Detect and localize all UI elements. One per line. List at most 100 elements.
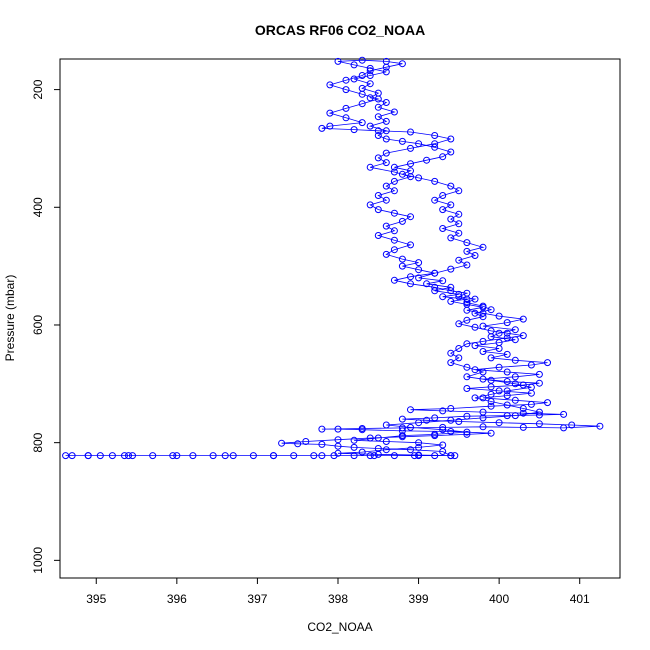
data-point — [519, 381, 527, 389]
data-point — [169, 452, 177, 460]
data-point — [366, 94, 374, 102]
data-point — [358, 100, 366, 108]
x-tick-label: 398 — [328, 592, 348, 606]
data-point — [487, 306, 495, 314]
x-axis: 395 396 397 398 399 400 401 — [86, 577, 590, 606]
data-point — [382, 250, 390, 258]
data-point — [62, 452, 70, 460]
data-point — [374, 206, 382, 214]
data-point — [415, 274, 423, 282]
data-point — [447, 265, 455, 273]
data-point — [455, 293, 463, 301]
data-point — [374, 95, 382, 103]
data-point — [463, 299, 471, 307]
data-point — [487, 429, 495, 437]
data-point — [487, 390, 495, 398]
data-point — [495, 387, 503, 395]
data-point — [503, 334, 511, 342]
x-tick-label: 396 — [167, 592, 187, 606]
data-point — [350, 443, 358, 451]
data-point — [439, 423, 447, 431]
data-point — [382, 63, 390, 71]
data-point — [447, 135, 455, 143]
data-point — [209, 452, 217, 460]
data-point — [350, 61, 358, 69]
data-point — [503, 412, 511, 420]
data-point — [390, 168, 398, 176]
data-point — [447, 148, 455, 156]
data-point — [463, 412, 471, 420]
data-point — [519, 405, 527, 412]
data-point — [495, 363, 503, 371]
data-point — [84, 452, 92, 460]
data-point — [560, 424, 568, 432]
data-point — [519, 315, 527, 323]
data-point — [455, 354, 463, 362]
data-point — [398, 170, 406, 178]
data-point — [463, 289, 471, 297]
data-point — [535, 370, 543, 378]
data-point — [318, 452, 326, 460]
data-point — [366, 122, 374, 130]
data-point — [374, 232, 382, 239]
data-point — [382, 127, 390, 135]
data-point — [423, 156, 431, 164]
data-point — [544, 399, 551, 407]
data-point — [503, 387, 511, 395]
data-point — [455, 256, 463, 264]
data-point — [423, 280, 431, 288]
x-tick-label: 397 — [247, 592, 267, 606]
data-point — [407, 128, 414, 136]
data-point — [310, 452, 318, 460]
data-point — [439, 293, 447, 301]
data-point — [455, 220, 463, 228]
data-point — [390, 452, 398, 460]
data-point — [455, 345, 463, 352]
data-point — [326, 122, 334, 130]
data-point — [471, 323, 479, 331]
data-point — [495, 329, 503, 337]
data-point — [374, 154, 382, 162]
data-point — [382, 99, 390, 106]
data-point — [398, 217, 406, 225]
data-point — [334, 425, 342, 433]
data-point — [471, 366, 479, 374]
data-point — [455, 418, 463, 425]
data-point — [390, 276, 398, 284]
data-point — [350, 452, 358, 460]
data-point — [431, 287, 439, 295]
data-point — [503, 368, 511, 376]
data-point — [330, 452, 338, 460]
data-point — [447, 359, 455, 367]
data-point — [370, 452, 378, 460]
data-point — [334, 436, 342, 444]
data-point — [439, 192, 447, 199]
data-point — [358, 90, 366, 98]
data-point — [390, 187, 398, 195]
data-point — [407, 406, 414, 414]
data-point — [398, 427, 406, 435]
data-point — [511, 356, 519, 364]
data-point — [463, 385, 471, 392]
data-point — [390, 163, 398, 171]
data-point — [108, 452, 116, 460]
data-point — [479, 414, 487, 422]
data-point — [431, 430, 439, 438]
data-point — [503, 378, 511, 385]
data-point — [415, 140, 423, 148]
data-point — [447, 287, 455, 295]
data-point — [382, 222, 390, 230]
data-point — [447, 182, 455, 190]
data-point — [455, 210, 463, 218]
data-point — [447, 349, 455, 357]
data-point — [229, 452, 237, 460]
data-point — [511, 380, 519, 388]
data-point — [390, 227, 398, 235]
data-point — [463, 239, 471, 247]
data-point — [487, 327, 495, 335]
data-point — [503, 319, 511, 327]
data-point — [479, 322, 487, 330]
data-point — [447, 201, 455, 209]
